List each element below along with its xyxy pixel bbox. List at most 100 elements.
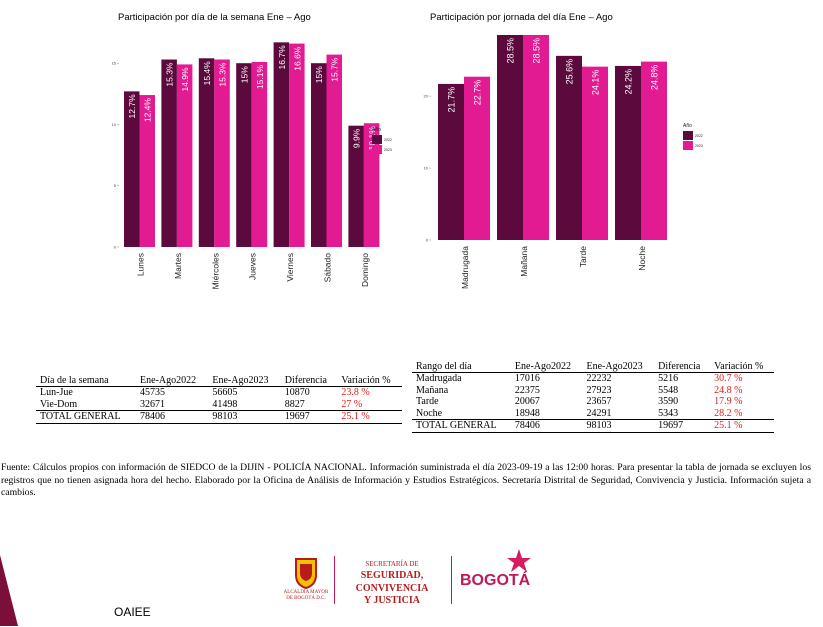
table-cell: 98103 [208,410,281,424]
legend-swatch-2022 [372,135,382,144]
table-cell: Vie-Dom [40,398,78,410]
chart-days: 0 5 10 15 12.7% 12.4% Lunes 15.3% 14.9% Martes 15.… [112,42,392,289]
table-cell: Noche [416,407,443,419]
column-header: Ene-Ago2022 [136,375,209,387]
bar-label: 15.3% [165,62,175,87]
bar-label: 21.7% [447,87,457,113]
bar-label: 28.5% [506,38,516,64]
table-cell: 41498 [212,398,238,410]
bar-label: 25.6% [565,59,575,85]
bar-2022 [161,59,177,248]
category-label: Lunes [136,253,146,276]
table-cell: 24.8 % [714,384,743,396]
table-cell: 30.7 % [714,373,743,384]
y-tick-label: 10 [112,122,117,127]
table-cell: 22232 [586,373,612,384]
alcaldia-line2: DE BOGOTÁ D.C. [286,596,326,601]
bar-label: 24.2% [624,69,634,95]
corner-decoration [0,555,18,626]
y-tick-label: 20 [424,94,429,99]
table-cell: 5548 [658,384,679,396]
bar-2023 [251,61,268,248]
column-header: Variación % [710,361,774,373]
bar-2023 [176,64,193,248]
column-header: Diferencia [654,361,711,373]
column-header: Ene-Ago2022 [510,361,583,373]
table-cell: 78406 [136,410,209,424]
star-icon [507,549,531,572]
secretaria-line2: SEGURIDAD, CONVIVENCIA [355,570,429,594]
y-tick-label: 5 [114,183,117,188]
category-label: Miércoles [210,253,220,289]
footer-label: OAIEE [114,605,151,619]
chart-title-jornada: Participación por jornada del día Ene – … [430,12,613,23]
bar-label: 15.1% [255,65,265,90]
bar-2023 [464,76,490,240]
table-row: Madrugada 17016 22232 5216 30.7 % [412,373,774,385]
legend-label-2022: 2022 [695,134,703,138]
table-cell: Madrugada [416,373,462,384]
table-jornada: Rango del día Ene-Ago2022 Ene-Ago2023 Difer… [412,361,774,433]
category-label: Jueves [248,253,258,280]
table-cell: TOTAL GENERAL [36,410,136,424]
table-cell: 24291 [586,407,612,419]
bar-label: 15.4% [202,61,212,86]
coat-of-arms-icon [295,558,317,590]
y-tick-label: 10 [424,166,429,171]
table-row: Tarde 20067 23657 3590 17.9 % [412,396,774,408]
bar-2022 [236,63,252,248]
table-row: Vie-Dom 32671 41498 8827 27 % [36,399,402,411]
bar-2022 [348,125,364,247]
column-header: Ene-Ago2023 [208,375,281,387]
bar-label: 14.9% [180,67,190,92]
bar-label: 24.8% [650,65,660,91]
table-cell: 19697 [280,410,338,424]
table-cell: 3590 [658,396,679,407]
bar-2023 [214,59,230,248]
bar-2023 [139,95,155,248]
legend-swatch-2022 [683,131,693,140]
table-cell: 56605 [212,387,238,398]
table-cell: 20067 [514,396,540,407]
table-cell: 45735 [140,387,165,398]
brand-text: BOGOTÁ [460,572,531,589]
total-row: TOTAL GENERAL 78406 98103 19697 25.1 % [36,410,402,424]
bar-2022 [615,65,641,240]
table-cell: Tarde [416,396,439,407]
bar-2023 [641,61,667,240]
table-cell: 32671 [140,398,165,410]
category-label: Noche [637,246,647,271]
legend-title: Año [683,123,692,129]
chart-jornada: 0 10 20 21.7% 22.7% Madrugada 28.5% 28.5% Mañana… [424,35,703,289]
logo-divider-1 [334,556,335,604]
table-row: Mañana 22375 27923 5548 24.8 % [412,385,774,397]
secretaria-line3: Y JUSTICIA [363,595,421,606]
table-cell: 5216 [658,373,679,384]
table-cell: 5343 [658,407,679,419]
table-cell: 8827 [284,398,305,410]
secretaria-line1: SECRETARÍA DE [365,560,419,568]
y-tick-label: 15 [112,61,117,66]
table-cell: 78406 [510,419,583,433]
table-cell: 19697 [654,419,711,433]
bar-label: 12.7% [127,94,137,119]
category-label: Madrugada [460,246,470,289]
bar-label: 15% [314,66,324,83]
table-days: Día de la semana Ene-Ago2022 Ene-Ago2023 Di… [36,375,402,424]
legend-swatch-2023 [683,141,693,150]
bar-label: 16.6% [292,46,302,71]
table-cell: 23.8 % [341,387,370,398]
category-label: Domingo [360,253,370,287]
bar-2022 [497,35,523,240]
table-cell: 17.9 % [714,396,743,407]
table-cell: 18948 [514,407,540,419]
legend-label-2023: 2023 [695,144,703,148]
bar-label: 24.1% [591,70,601,96]
bar-2022 [273,42,290,247]
bar-2022 [198,58,215,248]
column-header: Rango del día [412,361,511,373]
bar-2023 [326,54,342,248]
table-cell: 23657 [586,396,612,407]
bar-label: 15.7% [330,57,340,82]
table-cell: 22375 [514,384,540,396]
